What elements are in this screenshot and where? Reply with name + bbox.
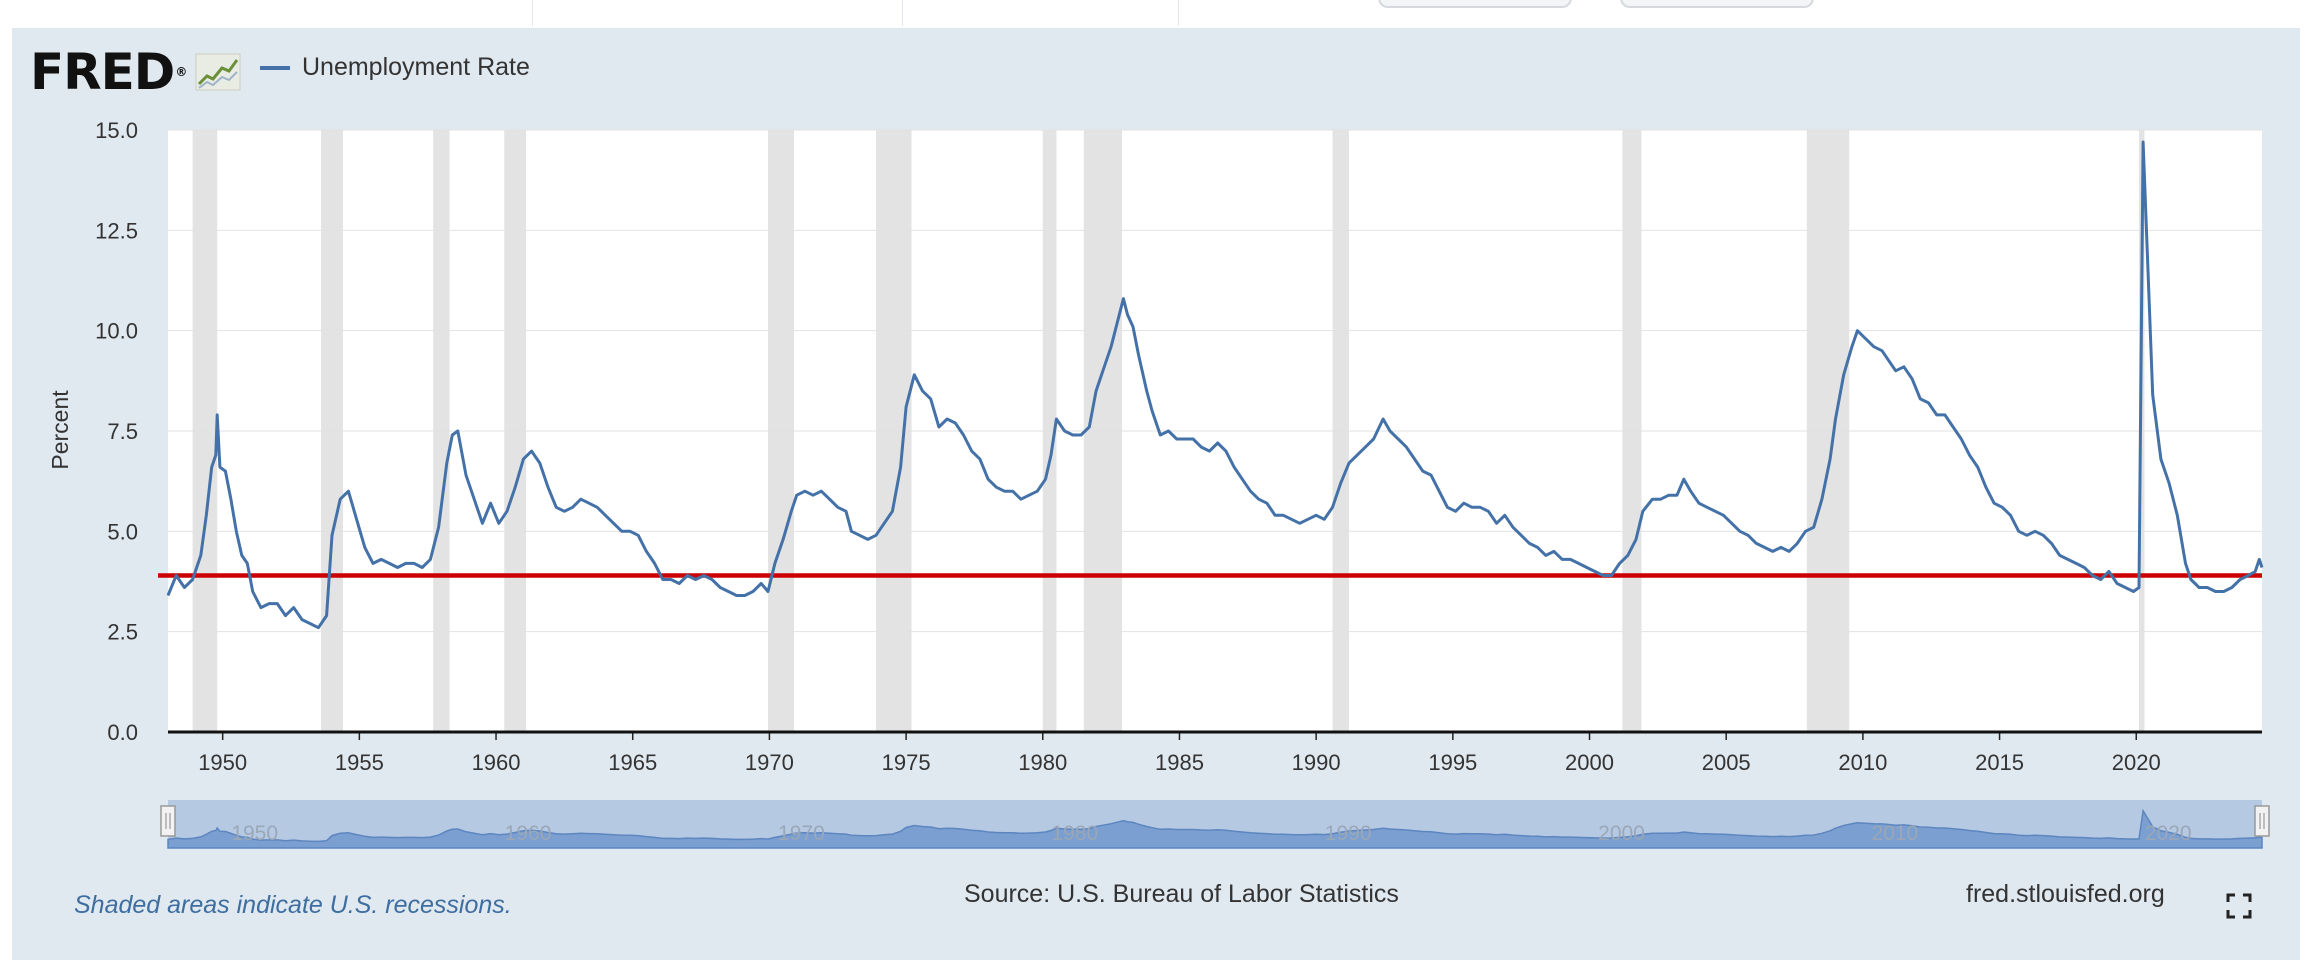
top-cell bbox=[902, 0, 1179, 26]
navigator-label: 1960 bbox=[505, 822, 552, 845]
x-tick-label: 1985 bbox=[1155, 750, 1204, 775]
fred-logo-text: FRED bbox=[30, 43, 175, 101]
navigator-label: 1950 bbox=[231, 822, 278, 845]
x-tick-label: 1990 bbox=[1292, 750, 1341, 775]
chart-logo-icon bbox=[195, 53, 241, 91]
legend-swatch bbox=[260, 65, 290, 70]
fullscreen-icon[interactable] bbox=[2225, 892, 2253, 920]
x-tick-label: 2020 bbox=[2112, 750, 2161, 775]
y-tick-label: 2.5 bbox=[107, 620, 138, 645]
x-tick-label: 1960 bbox=[472, 750, 521, 775]
site-link[interactable]: fred.stlouisfed.org bbox=[1966, 880, 2165, 908]
navigator-label: 2000 bbox=[1598, 822, 1645, 845]
x-tick-label: 2010 bbox=[1838, 750, 1887, 775]
fred-logo[interactable]: FRED® bbox=[30, 43, 187, 101]
x-tick-label: 1970 bbox=[745, 750, 794, 775]
top-cell bbox=[532, 0, 903, 26]
x-tick-label: 1955 bbox=[335, 750, 384, 775]
navigator-label: 2010 bbox=[1872, 822, 1919, 845]
x-tick-label: 2005 bbox=[1702, 750, 1751, 775]
top-strip bbox=[0, 0, 2312, 28]
x-tick-label: 1995 bbox=[1428, 750, 1477, 775]
x-tick-label: 1965 bbox=[608, 750, 657, 775]
series-line-unemployment-rate bbox=[166, 140, 2264, 630]
x-tick-label: 2000 bbox=[1565, 750, 1614, 775]
navigator-series-area bbox=[167, 808, 2263, 849]
navigator-label: 1990 bbox=[1325, 822, 1372, 845]
y-tick-label: 7.5 bbox=[107, 419, 138, 444]
navigator-label: 2020 bbox=[2145, 822, 2192, 845]
navigator[interactable]: 1950 1960 1970 1980 1990 2000 2010 2020 bbox=[160, 800, 2270, 849]
x-tick-label: 1975 bbox=[882, 750, 931, 775]
navigator-left-handle[interactable] bbox=[160, 805, 176, 837]
x-tick-label: 1950 bbox=[198, 750, 247, 775]
top-cell bbox=[0, 0, 533, 26]
x-tick-label: 1980 bbox=[1018, 750, 1067, 775]
y-tick-label: 0.0 bbox=[107, 720, 138, 745]
legend-label: Unemployment Rate bbox=[302, 53, 530, 81]
y-tick-label: 5.0 bbox=[107, 519, 138, 544]
navigator-label: 1970 bbox=[778, 822, 825, 845]
navigator-label: 1980 bbox=[1051, 822, 1098, 845]
plot-area[interactable]: 0.0 2.5 5.0 7.5 10.0 12.5 15.0 1950 1955 1960 1965… bbox=[95, 118, 2264, 775]
x-tick-label: 2015 bbox=[1975, 750, 2024, 775]
y-tick-label: 15.0 bbox=[95, 118, 138, 143]
y-tick-label: 10.0 bbox=[95, 319, 138, 344]
recession-note: Shaded areas indicate U.S. recessions. bbox=[74, 891, 512, 919]
legend[interactable]: Unemployment Rate bbox=[260, 53, 530, 82]
y-tick-label: 12.5 bbox=[95, 218, 138, 243]
source-text: Source: U.S. Bureau of Labor Statistics bbox=[964, 880, 1399, 908]
navigator-right-handle[interactable] bbox=[2254, 805, 2270, 837]
y-axis-label: Percent bbox=[47, 390, 73, 470]
